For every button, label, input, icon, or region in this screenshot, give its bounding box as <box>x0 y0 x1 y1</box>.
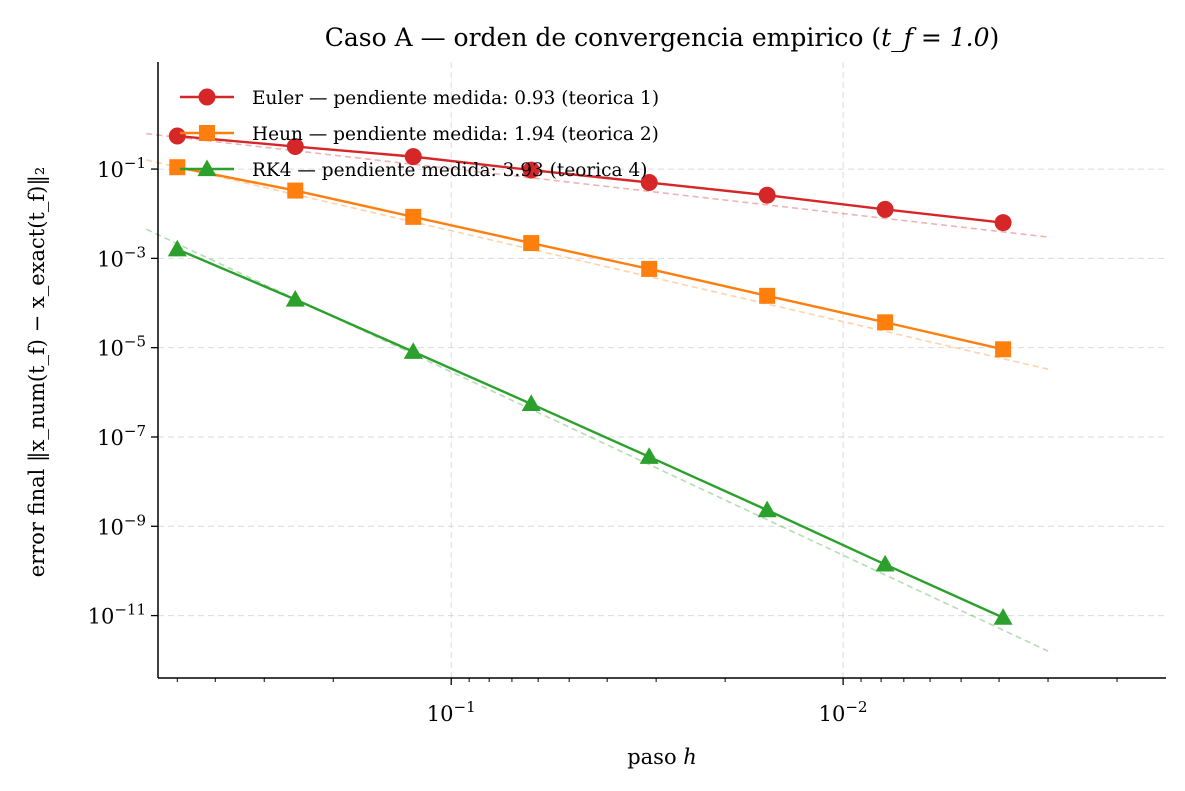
data-point-1 <box>995 341 1012 358</box>
data-point-1 <box>169 159 186 176</box>
y-tick-label: 10−7 <box>97 422 146 450</box>
series-line-0 <box>177 134 1004 224</box>
data-point-2 <box>521 394 541 412</box>
data-point-2 <box>167 239 187 257</box>
legend-marker-2 <box>197 159 217 177</box>
chart-title: Caso A — orden de convergencia empirico … <box>325 23 1000 52</box>
legend-label-1: Heun — pendiente medida: 1.94 (teorica 2… <box>252 124 659 145</box>
data-point-2 <box>875 554 895 572</box>
legend-label-2: RK4 — pendiente medida: 3.93 (teorica 4) <box>252 160 647 181</box>
y-tick-label: 10−9 <box>97 511 146 539</box>
legend-label-0: Euler — pendiente medida: 0.93 (teorica … <box>252 88 659 109</box>
grid <box>158 62 1166 678</box>
legend-marker-0 <box>198 88 216 106</box>
data-point-1 <box>405 208 422 225</box>
data-point-0 <box>286 138 304 156</box>
data-point-0 <box>994 214 1012 232</box>
x-axis-title: paso h <box>627 745 697 769</box>
reference-line-0 <box>146 132 1049 238</box>
series-line-1 <box>177 166 1004 351</box>
y-tick-label: 10−3 <box>97 243 146 271</box>
data-point-1 <box>287 182 304 199</box>
legend: Euler — pendiente medida: 0.93 (teorica … <box>180 88 659 181</box>
data-point-1 <box>641 260 658 277</box>
series-layer <box>167 127 1013 625</box>
data-point-1 <box>523 235 540 252</box>
data-point-0 <box>640 174 658 192</box>
series-line-2 <box>176 248 1004 619</box>
axes: 10−1 10−2 10−1 10−3 10−5 10−7 10−9 10−11 <box>88 62 1166 726</box>
data-point-1 <box>759 287 776 304</box>
data-point-0 <box>522 161 540 179</box>
data-point-0 <box>758 186 776 204</box>
y-tick-label: 10−1 <box>97 154 146 182</box>
data-point-2 <box>993 608 1013 625</box>
data-point-2 <box>639 447 659 464</box>
y-tick-label: 10−5 <box>97 333 146 361</box>
legend-marker-1 <box>199 125 215 141</box>
x-tick-label: 10−1 <box>427 698 476 726</box>
y-axis-title: error final ‖x_num(t_f) − x_exact(t_f)‖₂ <box>25 167 50 578</box>
data-point-0 <box>876 200 894 218</box>
data-point-0 <box>404 148 422 166</box>
reference-line-1 <box>146 159 1049 370</box>
data-point-1 <box>877 314 894 331</box>
data-point-2 <box>403 342 423 359</box>
data-point-2 <box>285 289 305 307</box>
data-point-0 <box>168 127 186 145</box>
x-tick-label: 10−2 <box>819 698 868 726</box>
data-point-2 <box>757 500 777 518</box>
y-tick-label: 10−11 <box>88 601 146 629</box>
